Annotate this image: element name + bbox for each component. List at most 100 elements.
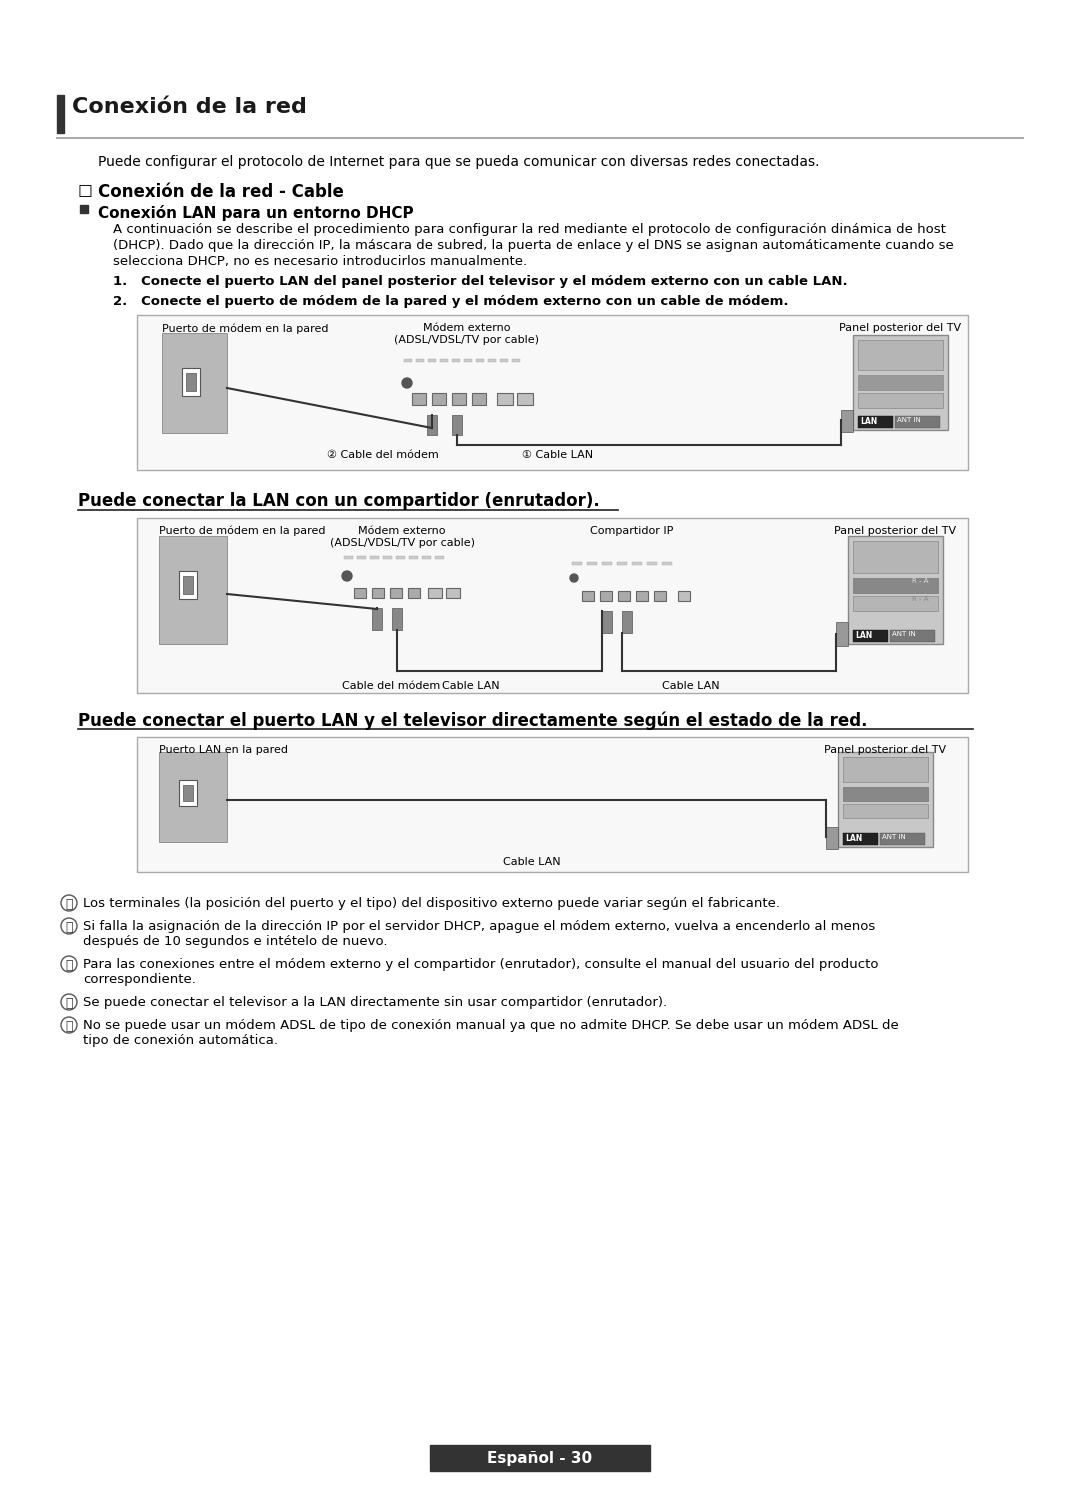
Text: R - A: R - A: [912, 577, 928, 583]
Bar: [137, 737, 968, 872]
Bar: [357, 557, 366, 559]
Bar: [183, 576, 193, 594]
Bar: [409, 557, 418, 559]
Bar: [636, 591, 648, 601]
Bar: [183, 368, 200, 396]
Text: Conexión de la red - Cable: Conexión de la red - Cable: [98, 183, 343, 201]
Bar: [411, 393, 426, 405]
Text: (DHCP). Dado que la dirección IP, la máscara de subred, la puerta de enlace y el: (DHCP). Dado que la dirección IP, la más…: [113, 240, 954, 251]
Bar: [572, 562, 582, 565]
Bar: [372, 588, 384, 598]
Bar: [512, 359, 519, 362]
Bar: [826, 827, 838, 850]
Bar: [895, 417, 940, 429]
Text: Conexión de la red: Conexión de la red: [72, 97, 307, 118]
Circle shape: [570, 574, 578, 582]
Text: A continuación se describe el procedimiento para configurar la red mediante el p: A continuación se describe el procedimie…: [113, 223, 946, 237]
Bar: [430, 1445, 650, 1472]
Bar: [464, 359, 472, 362]
Text: ① Cable LAN: ① Cable LAN: [522, 449, 593, 460]
Text: LAN: LAN: [845, 833, 862, 844]
Text: Puerto de módem en la pared: Puerto de módem en la pared: [159, 525, 325, 537]
Text: ☐: ☐: [78, 183, 93, 201]
Bar: [383, 557, 392, 559]
Text: Puerto LAN en la pared: Puerto LAN en la pared: [159, 745, 288, 754]
Bar: [345, 557, 353, 559]
Bar: [853, 335, 948, 430]
Circle shape: [60, 918, 77, 934]
Bar: [838, 751, 933, 847]
Bar: [500, 359, 508, 362]
Bar: [137, 315, 968, 470]
Bar: [428, 588, 442, 598]
Bar: [453, 415, 462, 434]
Bar: [137, 518, 968, 693]
Text: tipo de conexión automática.: tipo de conexión automática.: [83, 1034, 278, 1048]
Bar: [853, 542, 939, 573]
Bar: [662, 562, 672, 565]
Bar: [488, 359, 496, 362]
FancyBboxPatch shape: [328, 546, 476, 612]
Text: ② Cable del módem: ② Cable del módem: [327, 449, 438, 460]
Circle shape: [60, 994, 77, 1010]
Text: Módem externo
(ADSL/VDSL/TV por cable): Módem externo (ADSL/VDSL/TV por cable): [394, 323, 540, 345]
Text: Compartidor IP: Compartidor IP: [591, 525, 674, 536]
Text: ⓘ: ⓘ: [65, 958, 72, 972]
Text: ⓘ: ⓘ: [65, 1019, 72, 1033]
Bar: [476, 359, 484, 362]
Bar: [183, 786, 193, 801]
Bar: [632, 562, 642, 565]
Bar: [390, 588, 402, 598]
Bar: [57, 95, 64, 132]
Text: Español - 30: Español - 30: [487, 1451, 593, 1466]
Text: Los terminales (la posición del puerto y el tipo) del dispositivo externo puede : Los terminales (la posición del puerto y…: [83, 897, 780, 911]
Bar: [843, 787, 928, 801]
Text: Puede conectar el puerto LAN y el televisor directamente según el estado de la r: Puede conectar el puerto LAN y el televi…: [78, 711, 867, 729]
Bar: [600, 591, 612, 601]
Text: Puede configurar el protocolo de Internet para que se pueda comunicar con divers: Puede configurar el protocolo de Interne…: [98, 155, 820, 170]
FancyBboxPatch shape: [388, 350, 546, 420]
FancyBboxPatch shape: [559, 554, 705, 615]
Circle shape: [342, 571, 352, 580]
Bar: [602, 562, 612, 565]
Text: Puede conectar la LAN con un compartidor (enrutador).: Puede conectar la LAN con un compartidor…: [78, 493, 599, 510]
Text: Se puede conectar el televisor a la LAN directamente sin usar compartidor (enrut: Se puede conectar el televisor a la LAN …: [83, 995, 667, 1009]
Bar: [354, 588, 366, 598]
Circle shape: [60, 1016, 77, 1033]
Bar: [588, 562, 597, 565]
Bar: [428, 359, 436, 362]
Bar: [880, 833, 924, 845]
Text: ⓘ: ⓘ: [65, 997, 72, 1010]
Text: ⓘ: ⓘ: [65, 897, 72, 911]
Bar: [159, 536, 227, 644]
Bar: [618, 591, 630, 601]
Bar: [396, 557, 405, 559]
Bar: [453, 359, 460, 362]
Text: No se puede usar un módem ADSL de tipo de conexión manual ya que no admite DHCP.: No se puede usar un módem ADSL de tipo d…: [83, 1019, 899, 1033]
Circle shape: [60, 955, 77, 972]
Bar: [853, 597, 939, 612]
Bar: [392, 609, 402, 629]
Bar: [372, 609, 382, 629]
Text: ⓘ: ⓘ: [65, 921, 72, 934]
Text: Panel posterior del TV: Panel posterior del TV: [824, 745, 946, 754]
Bar: [848, 536, 943, 644]
Text: Módem externo
(ADSL/VDSL/TV por cable): Módem externo (ADSL/VDSL/TV por cable): [329, 525, 474, 548]
Text: ANT IN: ANT IN: [892, 631, 916, 637]
Bar: [843, 757, 928, 783]
Bar: [843, 804, 928, 818]
Bar: [186, 373, 195, 391]
Bar: [159, 751, 227, 842]
Bar: [422, 557, 431, 559]
Text: LAN: LAN: [855, 631, 873, 640]
Text: Panel posterior del TV: Panel posterior del TV: [839, 323, 961, 333]
Bar: [890, 629, 935, 641]
Text: Para las conexiones entre el módem externo y el compartidor (enrutador), consult: Para las conexiones entre el módem exter…: [83, 958, 878, 972]
Text: Panel posterior del TV: Panel posterior del TV: [834, 525, 956, 536]
Bar: [80, 205, 87, 213]
Text: Cable LAN: Cable LAN: [503, 857, 561, 868]
Bar: [836, 622, 848, 646]
Bar: [472, 393, 486, 405]
Text: Cable LAN: Cable LAN: [442, 682, 500, 690]
Bar: [841, 411, 853, 432]
